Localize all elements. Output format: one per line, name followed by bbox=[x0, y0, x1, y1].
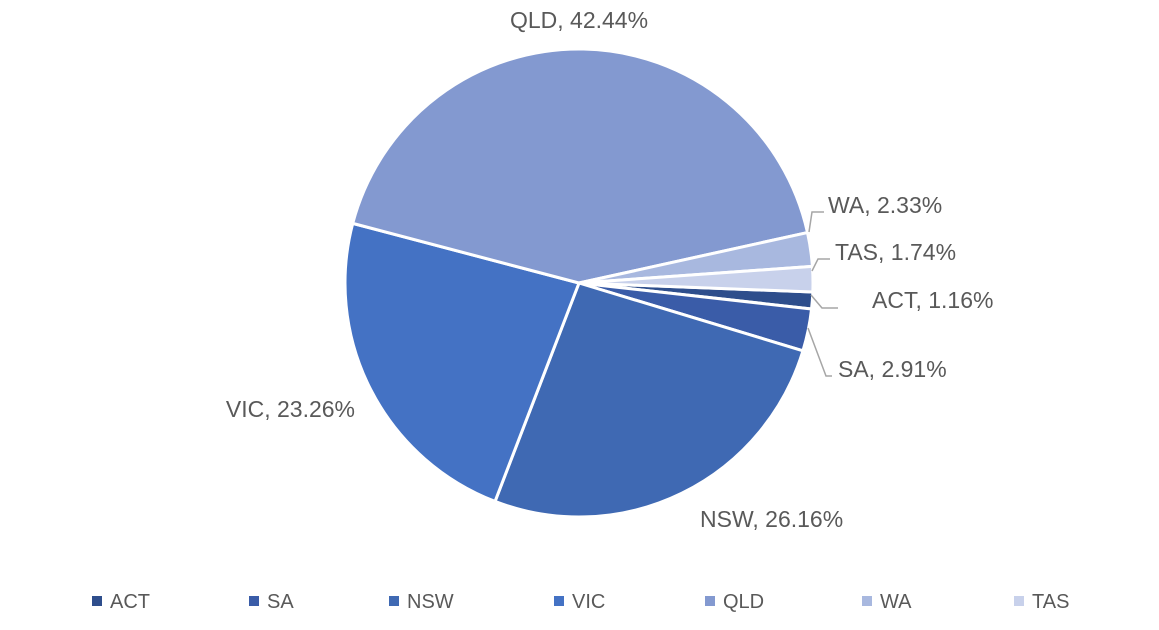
pie-slice-nsw bbox=[493, 281, 805, 519]
legend-swatch-vic bbox=[554, 596, 564, 606]
data-label-vic: VIC, 23.26% bbox=[226, 396, 355, 422]
data-label-qld: QLD, 42.44% bbox=[510, 7, 648, 33]
legend-item-tas: TAS bbox=[1014, 591, 1069, 613]
leader-line-tas bbox=[811, 258, 830, 272]
pie-slices bbox=[343, 47, 815, 519]
pie-slice-vic bbox=[343, 221, 581, 503]
pie-slice-tas bbox=[577, 264, 815, 294]
legend-item-act: ACT bbox=[92, 591, 150, 613]
leader-lines bbox=[807, 211, 838, 377]
legend-label-act: ACT bbox=[110, 591, 150, 613]
legend-item-vic: VIC bbox=[554, 591, 605, 613]
data-label-act: ACT, 1.16% bbox=[872, 287, 993, 313]
legend-swatch-tas bbox=[1014, 596, 1024, 606]
legend-label-sa: SA bbox=[267, 591, 294, 613]
legend-swatch-wa bbox=[862, 596, 872, 606]
legend-label-qld: QLD bbox=[723, 591, 764, 613]
legend-item-sa: SA bbox=[249, 591, 294, 613]
legend-swatch-act bbox=[92, 596, 102, 606]
legend-swatch-sa bbox=[249, 596, 259, 606]
data-label-nsw: NSW, 26.16% bbox=[700, 506, 843, 532]
legend-swatch-nsw bbox=[389, 596, 399, 606]
legend-item-qld: QLD bbox=[705, 591, 764, 613]
legend-label-vic: VIC bbox=[572, 591, 605, 613]
legend-label-nsw: NSW bbox=[407, 591, 454, 613]
data-label-sa: SA, 2.91% bbox=[838, 356, 947, 382]
pie-slice-qld bbox=[351, 47, 809, 285]
data-labels: ACT, 1.16% SA, 2.91% NSW, 26.16% VIC, 23.26… bbox=[226, 7, 994, 532]
legend-label-wa: WA bbox=[880, 591, 912, 613]
leader-line-sa bbox=[807, 327, 832, 377]
legend-item-nsw: NSW bbox=[389, 591, 454, 613]
leader-line-wa bbox=[808, 211, 824, 233]
legend-item-wa: WA bbox=[862, 591, 912, 613]
data-label-tas: TAS, 1.74% bbox=[835, 239, 956, 265]
legend-swatch-qld bbox=[705, 596, 715, 606]
leader-line-act bbox=[810, 294, 838, 309]
legend: ACT SA NSW VIC QLD WA TAS bbox=[92, 591, 1069, 613]
data-label-wa: WA, 2.33% bbox=[828, 192, 942, 218]
legend-label-tas: TAS bbox=[1032, 591, 1069, 613]
